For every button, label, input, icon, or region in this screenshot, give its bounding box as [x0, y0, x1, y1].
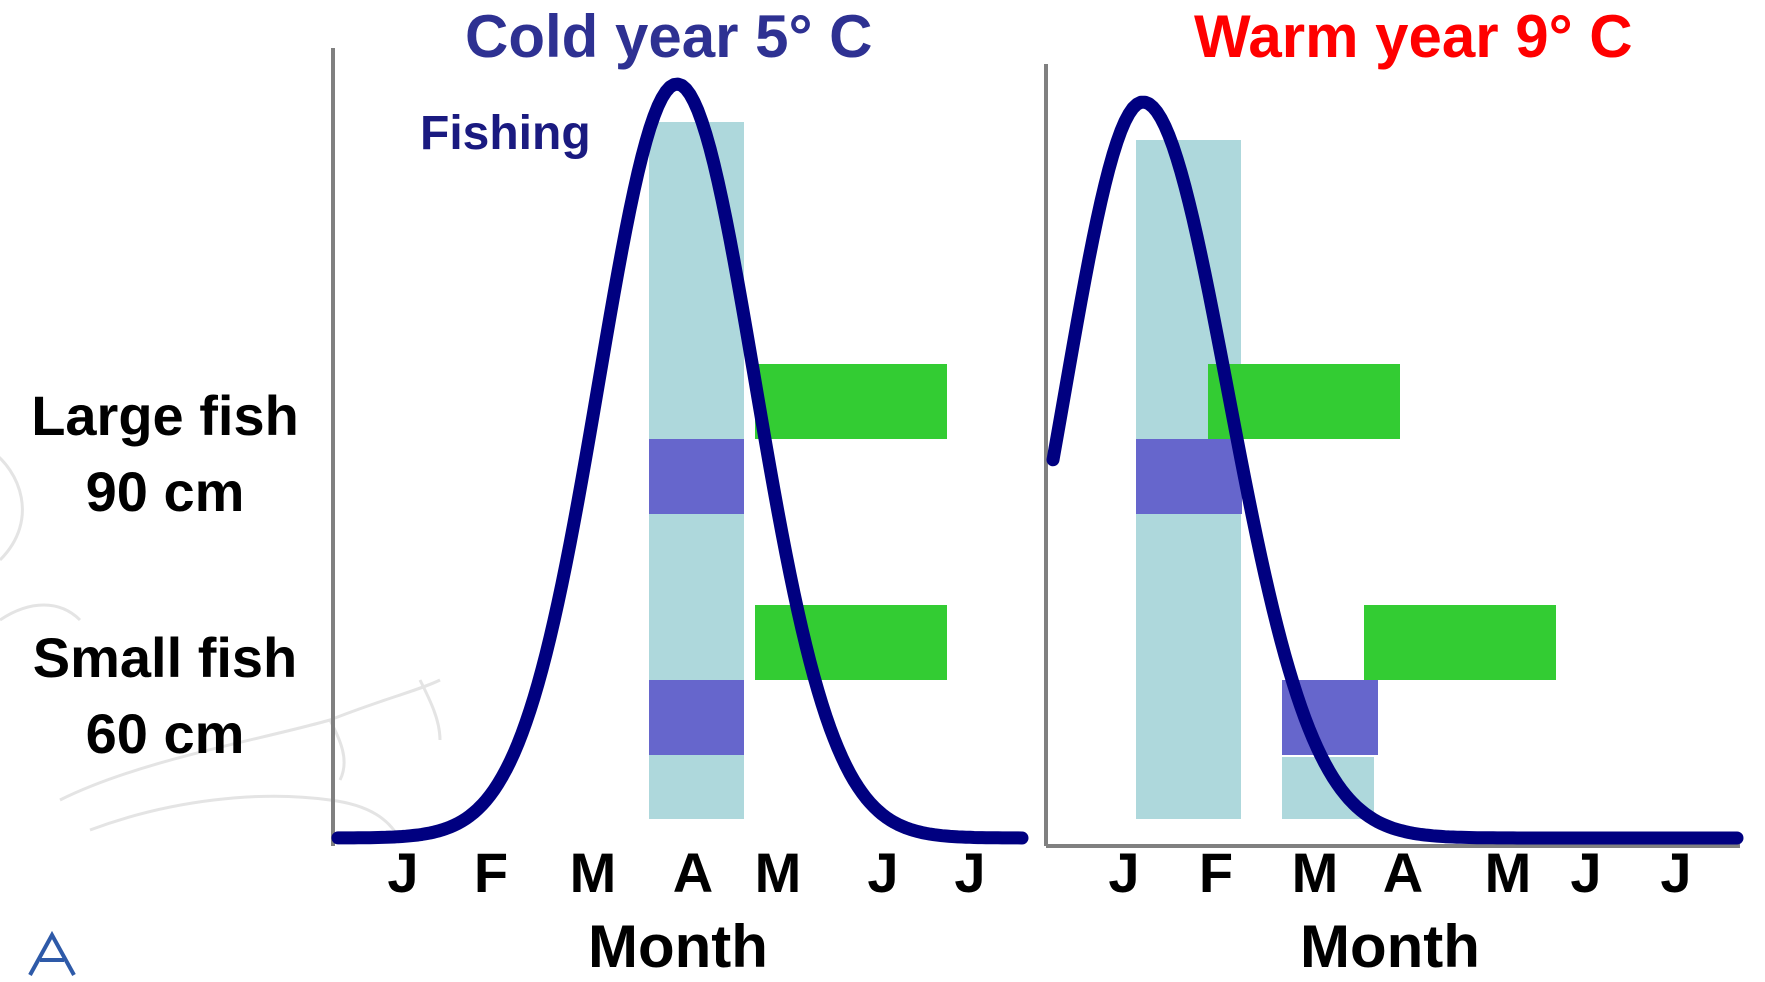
- small-fish-size: 60 cm: [85, 702, 245, 765]
- cold-month-tick: A: [673, 841, 713, 904]
- large-fish-name: Large fish: [31, 384, 299, 447]
- cold-month-tick: J: [867, 841, 898, 904]
- cold-small-purple-bar: [649, 680, 744, 755]
- warm-x-axis-label: Month: [1300, 913, 1480, 980]
- small-fish-label: Small fish 60 cm: [0, 620, 330, 772]
- whale-watermark: [0, 456, 442, 841]
- warm-month-tick: J: [1570, 841, 1601, 904]
- axes: [331, 48, 1740, 848]
- warm-year-title: Warm year 9° C: [1194, 3, 1633, 70]
- warm-month-tick: M: [1292, 841, 1339, 904]
- warm-small-green-bar: [1364, 605, 1556, 680]
- cold-month-tick: F: [474, 841, 508, 904]
- small-fish-name: Small fish: [32, 626, 298, 689]
- fishing-label: Fishing: [420, 107, 591, 160]
- cold-large-purple-bar: [649, 439, 744, 514]
- warm-month-tick: M: [1485, 841, 1532, 904]
- logo-icon: [28, 930, 76, 976]
- warm-large-purple-bar: [1136, 439, 1242, 514]
- cold-small-green-bar: [755, 605, 947, 680]
- large-fish-label: Large fish 90 cm: [0, 378, 330, 530]
- warm-month-tick: F: [1199, 841, 1233, 904]
- warm-curve: [1046, 95, 1744, 845]
- fishing-bands: [649, 122, 1374, 819]
- warm-month-tick: A: [1383, 841, 1423, 904]
- warm-month-tick: J: [1660, 841, 1691, 904]
- cold-month-tick: M: [570, 841, 617, 904]
- cold-large-green-bar: [755, 364, 947, 439]
- cold-month-tick: M: [755, 841, 802, 904]
- cold-x-axis-label: Month: [588, 913, 768, 980]
- warm-month-tick: J: [1108, 841, 1139, 904]
- cold-curve: [331, 77, 1029, 845]
- cold-year-title: Cold year 5° C: [465, 3, 873, 70]
- cold-month-tick: J: [954, 841, 985, 904]
- cold-month-tick: J: [387, 841, 418, 904]
- large-fish-size: 90 cm: [85, 460, 245, 523]
